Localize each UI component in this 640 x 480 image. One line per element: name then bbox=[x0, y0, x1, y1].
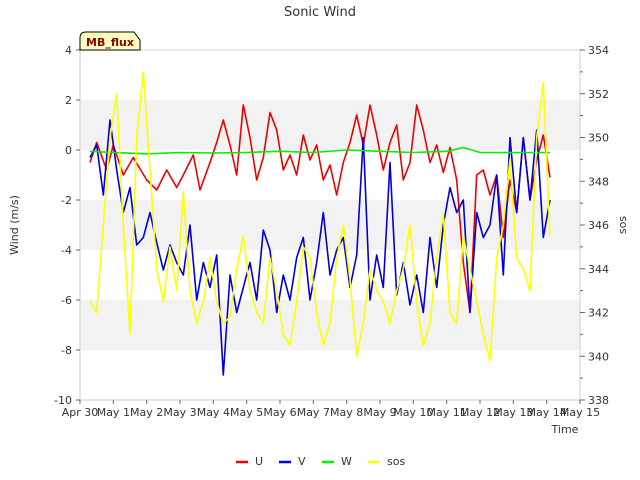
series-line-w bbox=[89, 146, 550, 155]
x-tick-label: May 7 bbox=[297, 406, 330, 419]
x-axis-label: Time bbox=[551, 423, 579, 436]
x-tick-label: May 5 bbox=[230, 406, 263, 419]
y-tick-label: -2 bbox=[61, 194, 72, 207]
grid-band bbox=[80, 100, 580, 150]
y-axis-label: Wind (m/s) bbox=[8, 195, 21, 255]
y-tick-label: -6 bbox=[61, 294, 72, 307]
grid-band bbox=[80, 200, 580, 250]
y-tick-label: -8 bbox=[61, 344, 72, 357]
y-tick-label: 0 bbox=[65, 144, 72, 157]
y2-tick-label: 352 bbox=[588, 88, 609, 101]
y2-tick-label: 342 bbox=[588, 307, 609, 320]
x-tick-label: May 1 bbox=[97, 406, 130, 419]
legend-label: U bbox=[255, 455, 263, 468]
x-tick-label: May 8 bbox=[330, 406, 363, 419]
y-tick-label: 2 bbox=[65, 94, 72, 107]
x-tick-label: May 9 bbox=[363, 406, 396, 419]
series-line-u bbox=[89, 104, 551, 314]
y2-tick-label: 338 bbox=[588, 394, 609, 407]
legend-item-w: W bbox=[322, 455, 352, 468]
series-line-v bbox=[89, 119, 551, 376]
y2-axis-label: sos bbox=[616, 216, 629, 234]
y2-tick-label: 348 bbox=[588, 175, 609, 188]
chart-title: Sonic Wind bbox=[284, 5, 356, 20]
badge-label: MB_flux bbox=[86, 36, 134, 49]
x-tick-label: May 3 bbox=[163, 406, 196, 419]
legend-item-u: U bbox=[236, 455, 263, 468]
x-tick-label: May 12 bbox=[460, 406, 500, 419]
y2-tick-label: 350 bbox=[588, 132, 609, 145]
badge-shape bbox=[79, 31, 141, 51]
legend-label: V bbox=[298, 455, 306, 468]
grid-bands bbox=[80, 50, 580, 400]
y2-tick-label: 340 bbox=[588, 350, 609, 363]
station-badge: MB_flux bbox=[79, 31, 141, 51]
series-lines bbox=[89, 71, 551, 376]
series-line-sos bbox=[89, 71, 551, 362]
x-tick-label: May 2 bbox=[130, 406, 163, 419]
y2-tick-label: 354 bbox=[588, 44, 609, 57]
x-tick-label: May 11 bbox=[427, 406, 467, 419]
y-tick-label: 4 bbox=[65, 44, 72, 57]
y2-tick-label: 344 bbox=[588, 263, 609, 276]
x-tick-label: Apr 30 bbox=[62, 406, 99, 419]
x-tick-label: May 15 bbox=[560, 406, 600, 419]
x-tick-label: May 13 bbox=[493, 406, 533, 419]
y-tick-label: -10 bbox=[54, 394, 72, 407]
y2-tick-label: 346 bbox=[588, 219, 609, 232]
x-tick-label: May 14 bbox=[527, 406, 567, 419]
x-tick-label: May 4 bbox=[197, 406, 230, 419]
legend-label: W bbox=[341, 455, 352, 468]
legend-label: sos bbox=[387, 455, 405, 468]
legend-item-v: V bbox=[279, 455, 306, 468]
x-tick-label: May 10 bbox=[393, 406, 433, 419]
y-tick-label: -4 bbox=[61, 244, 72, 257]
legend-item-sos: sos bbox=[368, 455, 405, 468]
x-tick-label: May 6 bbox=[263, 406, 296, 419]
